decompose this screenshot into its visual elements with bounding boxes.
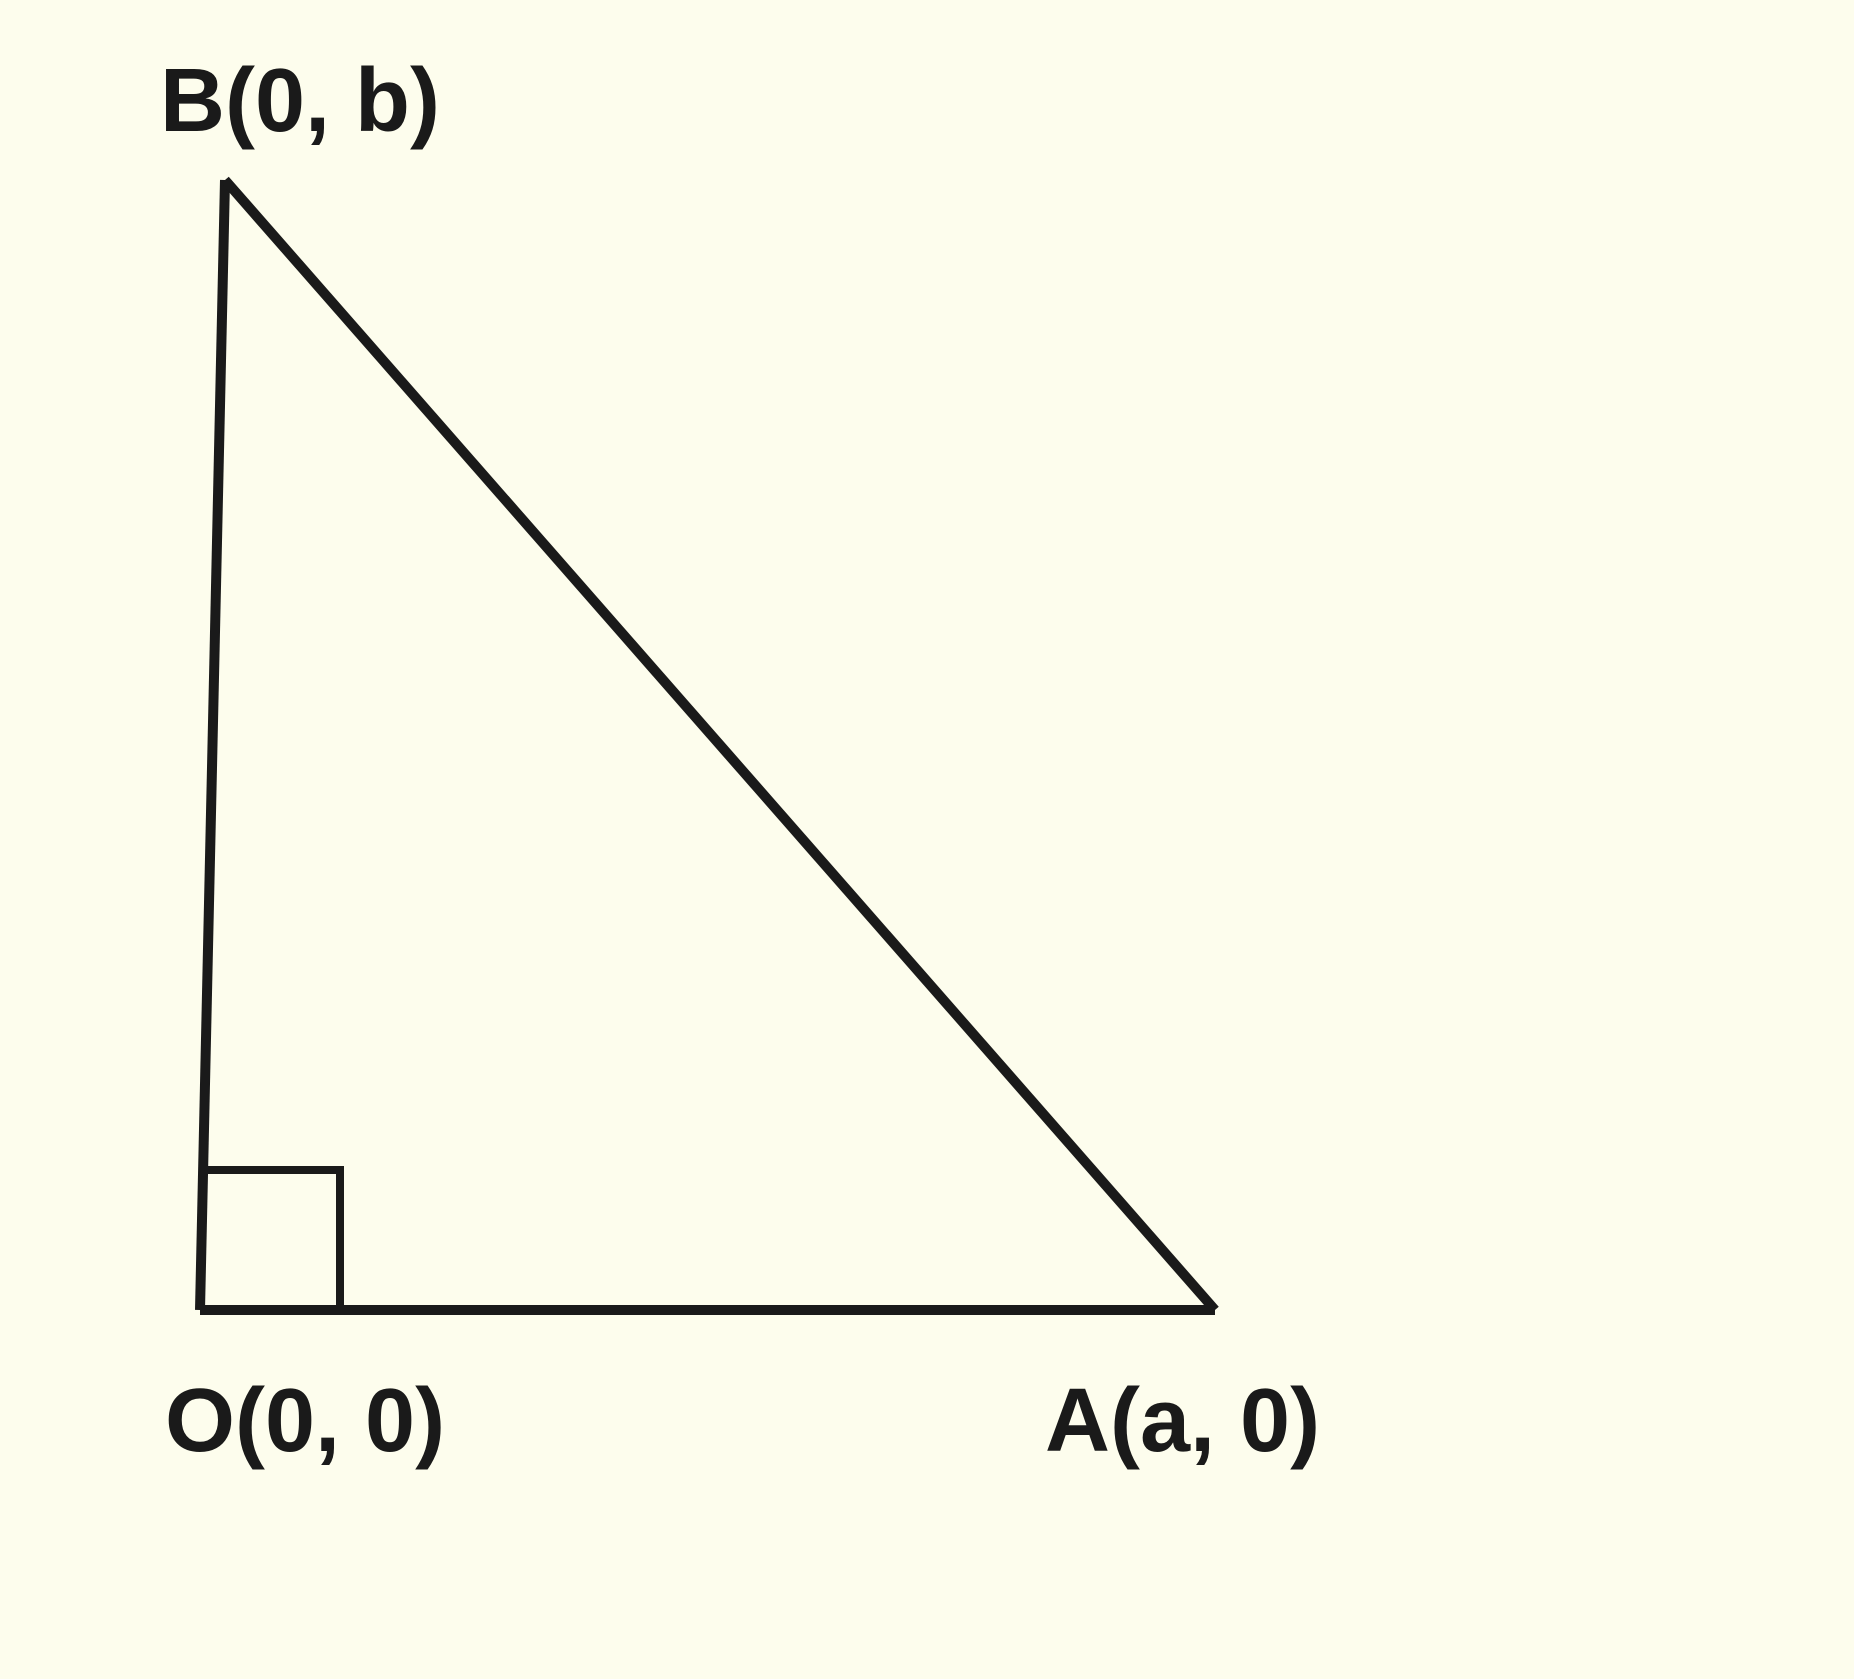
label-b: B(0, b) <box>160 50 440 153</box>
triangle-diagram: B(0, b) O(0, 0) A(a, 0) <box>0 0 1854 1674</box>
side-ob <box>200 180 225 1310</box>
right-angle-marker <box>202 1170 340 1308</box>
label-a: A(a, 0) <box>1045 1370 1320 1473</box>
side-ab <box>225 180 1215 1310</box>
label-o: O(0, 0) <box>165 1370 445 1473</box>
